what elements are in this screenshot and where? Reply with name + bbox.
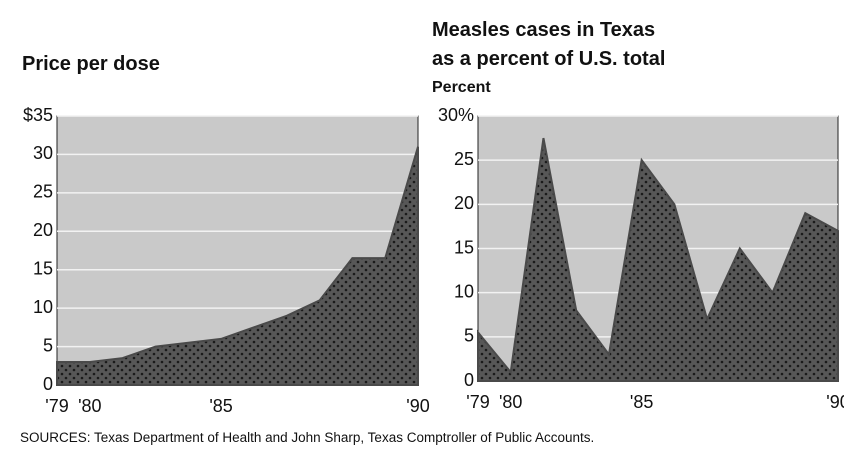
y-tick-label: 5 <box>464 326 474 346</box>
y-tick-label: 0 <box>43 374 53 394</box>
x-tick-label: '85 <box>209 396 232 416</box>
y-tick-label: 15 <box>454 237 474 257</box>
x-tick-label: '90 <box>406 396 429 416</box>
x-tick-label: '80 <box>78 396 101 416</box>
y-tick-label: 0 <box>464 370 474 390</box>
y-tick-label: 15 <box>33 258 53 278</box>
y-tick-label: 25 <box>454 149 474 169</box>
y-tick-label: 30 <box>33 143 53 163</box>
y-tick-label: 30% <box>438 105 474 125</box>
x-tick-label: '79 <box>466 392 489 412</box>
y-tick-label: 25 <box>33 182 53 202</box>
x-tick-label: '90 <box>826 392 844 412</box>
y-tick-label: 10 <box>454 281 474 301</box>
x-tick-label: '80 <box>499 392 522 412</box>
y-tick-label: $35 <box>23 105 53 125</box>
y-tick-label: 5 <box>43 335 53 355</box>
source-note: SOURCES: Texas Department of Health and … <box>20 430 594 445</box>
y-tick-label: 10 <box>33 297 53 317</box>
x-tick-label: '85 <box>630 392 653 412</box>
y-tick-label: 20 <box>33 220 53 240</box>
y-tick-label: 20 <box>454 193 474 213</box>
page: Price per dose Measles cases in Texas as… <box>0 0 844 457</box>
x-tick-label: '79 <box>45 396 68 416</box>
chart: 0 5 10 15 20 25 30 $35 '79 '80 '85 '90 0 5 10 15 20 25 30%… <box>0 0 844 425</box>
